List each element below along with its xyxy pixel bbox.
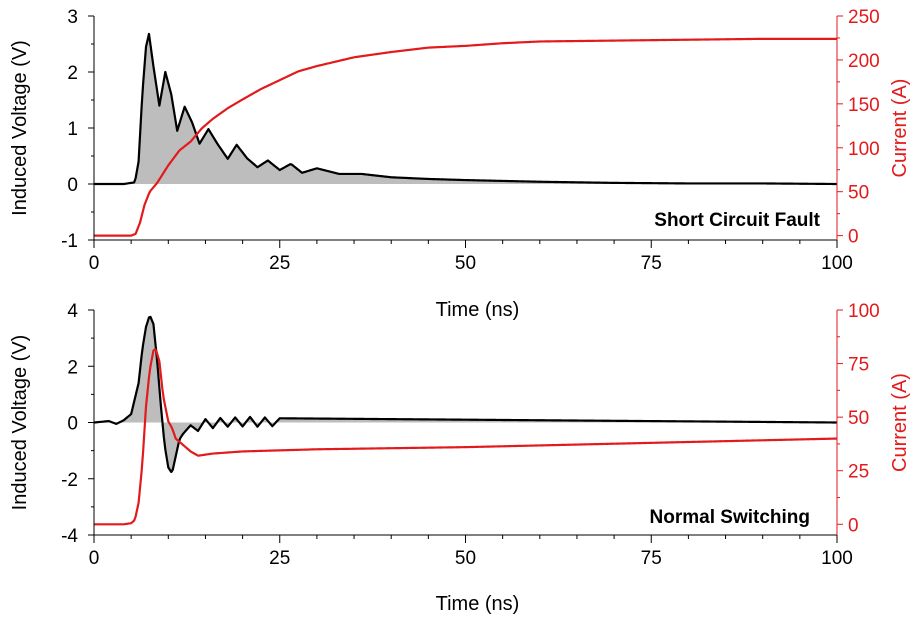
right-y-tick-label: 150 [848, 95, 880, 116]
left-y-tick-label: 2 [67, 63, 78, 84]
left-y-tick-label: -4 [61, 526, 78, 547]
x-axis-title: Time (ns) [436, 593, 520, 615]
current-series-line [94, 348, 838, 526]
voltage-series-line [94, 32, 838, 186]
right-y-tick-label: 100 [848, 139, 880, 160]
left-y-tick-label: 1 [67, 119, 78, 140]
right-y-tick-label: 250 [848, 7, 880, 28]
right-y-axis-title: Current (A) [889, 373, 911, 472]
right-y-tick-label: 100 [848, 301, 880, 322]
x-tick-label: 50 [455, 548, 476, 569]
right-y-tick-label: 50 [848, 183, 869, 204]
right-y-tick-label: 75 [848, 355, 869, 376]
x-tick-label: 0 [89, 548, 100, 569]
x-tick-label: 100 [821, 548, 853, 569]
left-y-tick-label: 0 [67, 175, 78, 196]
voltage-area-fill [94, 316, 837, 472]
current-series-line [94, 37, 837, 237]
right-y-tick-label: 25 [848, 462, 869, 483]
x-tick-label: 50 [455, 253, 476, 274]
left-y-tick-label: -1 [61, 231, 78, 252]
voltage-area-fill [94, 33, 837, 184]
left-y-axis-title: Induced Voltage (V) [9, 40, 31, 216]
x-tick-label: 100 [821, 253, 853, 274]
left-y-tick-label: 4 [67, 301, 78, 322]
x-tick-label: 25 [269, 548, 290, 569]
x-tick-label: 75 [641, 253, 662, 274]
left-y-tick-label: 3 [67, 7, 78, 28]
panel-annotation: Short Circuit Fault [654, 210, 820, 231]
left-y-tick-label: 0 [67, 414, 78, 435]
right-y-tick-label: 50 [848, 408, 869, 429]
x-tick-label: 75 [641, 548, 662, 569]
x-tick-label: 0 [89, 253, 100, 274]
left-y-axis-title: Induced Voltage (V) [9, 335, 31, 511]
short-circuit-panel: 0 25 50 75 100 -1 0 1 2 3 0 50 100 150 200 250 Time (ns)… [9, 7, 911, 321]
panel-annotation: Normal Switching [650, 507, 810, 528]
voltage-series-line [93, 315, 838, 474]
right-y-tick-label: 200 [848, 51, 880, 72]
left-y-tick-label: 2 [67, 357, 78, 378]
left-y-tick-label: -2 [61, 470, 78, 491]
right-y-tick-label: 0 [848, 227, 859, 248]
right-y-axis-title: Current (A) [889, 79, 911, 178]
normal-switching-panel: 0 25 50 75 100 -4 -2 0 2 4 0 25 50 75 100 Time (ns) Indu… [9, 301, 911, 615]
x-axis-title: Time (ns) [436, 299, 520, 321]
x-tick-label: 25 [269, 253, 290, 274]
right-y-tick-label: 0 [848, 515, 859, 536]
